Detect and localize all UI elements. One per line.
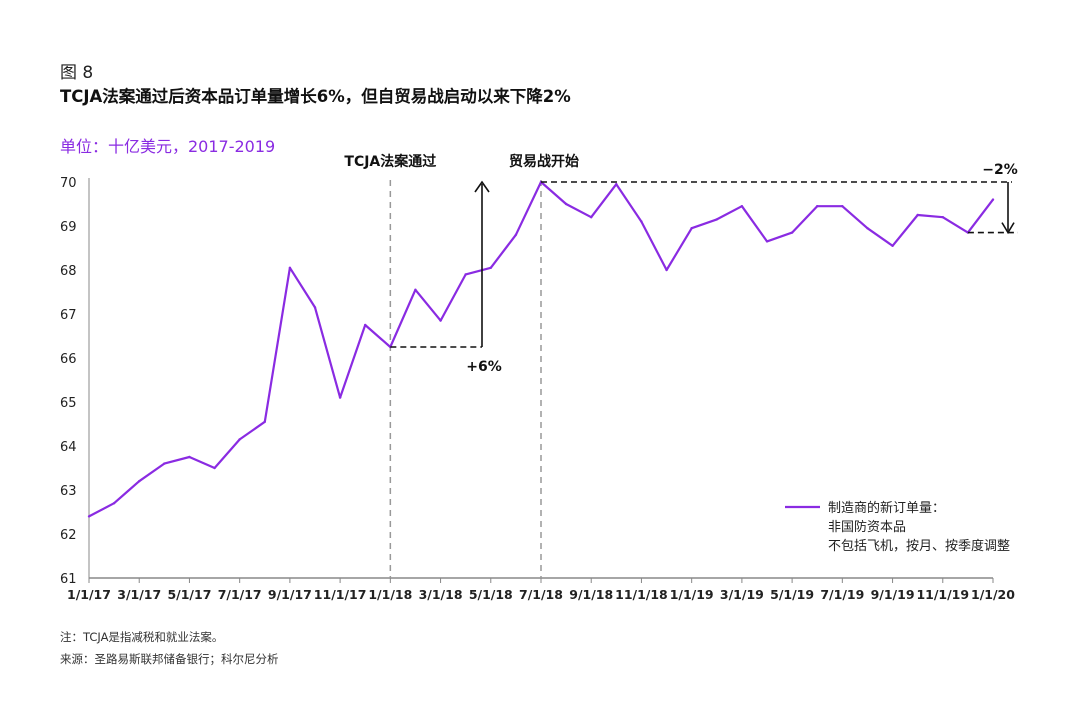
x-tick-label: 5/1/19 xyxy=(770,587,814,602)
figure-label: 图 8 xyxy=(60,63,94,83)
data-point xyxy=(715,218,718,221)
y-tick-label: 70 xyxy=(60,176,77,191)
data-point xyxy=(288,266,292,269)
unit-label: 单位：十亿美元，2017-2019 xyxy=(60,137,276,156)
x-tick-label: 5/1/18 xyxy=(469,587,513,602)
data-point xyxy=(615,183,618,186)
y-tick-label: 66 xyxy=(60,352,77,367)
data-point xyxy=(941,216,944,219)
y-tick-label: 67 xyxy=(60,308,77,323)
increase-label: +6% xyxy=(466,359,502,375)
data-point xyxy=(891,244,894,247)
y-tick-label: 64 xyxy=(60,440,77,455)
x-tick-label: 1/1/17 xyxy=(67,587,111,602)
x-tick-label: 3/1/17 xyxy=(117,587,161,602)
x-tick-label: 11/1/19 xyxy=(916,587,969,602)
axes: 61 62 63 64 65 66 67 68 69 70 1/1/17 3/1/17 5/1/17 7/… xyxy=(60,176,1015,602)
x-tick-label: 11/1/17 xyxy=(314,587,367,602)
legend-label: 不包括飞机，按月、按季度调整 xyxy=(828,538,1010,554)
data-point xyxy=(640,220,643,223)
data-point xyxy=(87,515,91,518)
data-point xyxy=(866,227,869,230)
y-tick-label: 62 xyxy=(60,528,77,543)
data-point xyxy=(263,420,266,423)
data-point xyxy=(841,205,844,208)
data-point xyxy=(213,466,216,470)
annotations: +6% −2% xyxy=(390,162,1018,375)
data-point xyxy=(665,268,668,272)
data-point xyxy=(489,266,492,269)
x-tick-label: 11/1/18 xyxy=(615,587,668,602)
source-text: 来源：圣路易斯联邦储备银行；科尔尼分析 xyxy=(60,652,279,666)
data-point xyxy=(163,462,166,465)
data-point xyxy=(188,455,191,459)
x-tick-label: 1/1/19 xyxy=(670,587,714,602)
x-tick-label: 9/1/18 xyxy=(569,587,613,602)
data-point xyxy=(439,319,442,322)
note-text: 注：TCJA是指减税和就业法案。 xyxy=(60,630,224,644)
data-point xyxy=(564,202,568,206)
trade-war-event-label: 贸易战开始 xyxy=(509,153,579,170)
data-point xyxy=(338,396,342,399)
x-tick-label: 7/1/18 xyxy=(519,587,563,602)
x-tick-label: 9/1/17 xyxy=(268,587,312,602)
notes-block: 注：TCJA是指减税和就业法案。 来源：圣路易斯联邦储备银行；科尔尼分析 xyxy=(60,626,279,670)
data-point xyxy=(765,240,769,243)
data-point xyxy=(464,273,467,276)
legend-label: 制造商的新订单量： xyxy=(828,500,945,516)
decrease-label: −2% xyxy=(982,162,1018,178)
x-tick-label: 7/1/17 xyxy=(218,587,262,602)
x-tick-label: 3/1/18 xyxy=(419,587,463,602)
y-tick-label: 65 xyxy=(60,396,77,411)
x-tick-label: 5/1/17 xyxy=(167,587,211,602)
increase-arrow-head xyxy=(474,180,490,193)
x-tick-label: 1/1/20 xyxy=(971,587,1015,602)
data-point xyxy=(414,288,417,291)
data-point xyxy=(690,227,693,230)
data-point xyxy=(590,216,593,219)
event-markers: TCJA法案通过 贸易战开始 xyxy=(344,153,579,578)
data-point xyxy=(816,205,819,208)
data-point xyxy=(514,233,518,236)
y-tick-label: 69 xyxy=(60,220,77,235)
tcja-event-label: TCJA法案通过 xyxy=(344,153,436,170)
data-point xyxy=(991,198,995,201)
data-point xyxy=(112,502,116,505)
decrease-arrow-head xyxy=(1001,222,1015,235)
data-point xyxy=(138,480,141,483)
data-point xyxy=(313,306,317,309)
data-point xyxy=(740,205,744,208)
data-point xyxy=(364,323,367,327)
y-tick-label: 63 xyxy=(60,484,77,499)
data-point xyxy=(916,213,919,217)
legend-label: 非国防资本品 xyxy=(828,519,906,535)
data-point xyxy=(238,438,241,441)
data-point xyxy=(790,231,794,234)
y-tick-label: 61 xyxy=(60,572,77,587)
x-tick-label: 9/1/19 xyxy=(871,587,915,602)
x-tick-label: 3/1/19 xyxy=(720,587,764,602)
x-tick-label: 1/1/18 xyxy=(368,587,412,602)
y-tick-label: 68 xyxy=(60,264,77,279)
x-tick-label: 7/1/19 xyxy=(820,587,864,602)
chart-title: TCJA法案通过后资本品订单量增长6%，但自贸易战启动以来下降2% xyxy=(60,87,571,106)
